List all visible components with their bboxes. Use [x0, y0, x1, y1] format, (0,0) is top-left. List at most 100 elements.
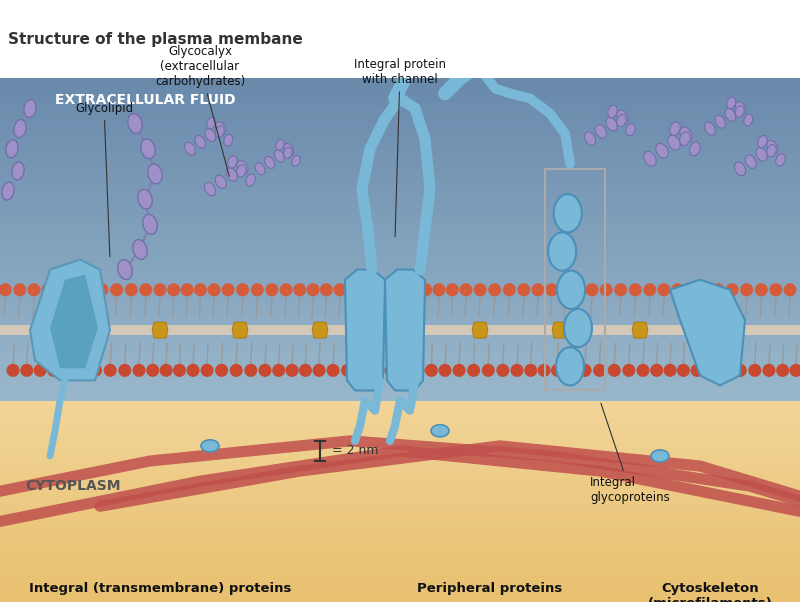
Circle shape [467, 364, 480, 377]
Ellipse shape [608, 105, 618, 117]
Polygon shape [0, 598, 800, 602]
Circle shape [690, 364, 703, 377]
Ellipse shape [617, 114, 626, 127]
Polygon shape [0, 388, 800, 391]
Polygon shape [0, 204, 800, 207]
Polygon shape [0, 159, 800, 162]
Polygon shape [0, 349, 800, 352]
Polygon shape [0, 326, 800, 330]
Polygon shape [0, 579, 800, 582]
Polygon shape [0, 310, 800, 314]
Text: Integral (transmembrane) proteins: Integral (transmembrane) proteins [29, 582, 291, 595]
Ellipse shape [284, 147, 292, 158]
Polygon shape [0, 352, 800, 355]
Ellipse shape [644, 151, 656, 166]
Ellipse shape [556, 347, 584, 385]
Circle shape [139, 283, 152, 296]
Ellipse shape [224, 134, 233, 146]
Circle shape [377, 283, 390, 296]
Circle shape [770, 283, 782, 296]
Circle shape [61, 364, 74, 377]
Polygon shape [0, 126, 800, 130]
Polygon shape [0, 532, 800, 535]
Text: Cytoskeleton
(microfilaments): Cytoskeleton (microfilaments) [648, 582, 772, 602]
Ellipse shape [617, 110, 628, 123]
Circle shape [20, 364, 34, 377]
Polygon shape [0, 575, 800, 579]
Polygon shape [0, 565, 800, 568]
Polygon shape [670, 280, 745, 385]
Ellipse shape [118, 259, 132, 279]
Circle shape [160, 364, 173, 377]
Polygon shape [0, 259, 800, 262]
Circle shape [250, 283, 264, 296]
Ellipse shape [265, 157, 274, 169]
Ellipse shape [228, 156, 238, 168]
Ellipse shape [276, 139, 284, 150]
Polygon shape [0, 427, 800, 431]
Ellipse shape [215, 122, 226, 135]
Ellipse shape [246, 174, 255, 186]
Circle shape [236, 283, 249, 296]
Polygon shape [0, 461, 800, 464]
Circle shape [207, 283, 221, 296]
Circle shape [186, 364, 199, 377]
Ellipse shape [735, 106, 744, 117]
Polygon shape [0, 391, 800, 394]
Polygon shape [385, 270, 425, 391]
Circle shape [167, 283, 180, 296]
Polygon shape [0, 104, 800, 107]
Ellipse shape [690, 142, 700, 155]
Circle shape [27, 283, 41, 296]
Circle shape [215, 364, 228, 377]
Polygon shape [0, 117, 800, 120]
Polygon shape [0, 194, 800, 197]
Ellipse shape [133, 240, 147, 259]
Polygon shape [0, 152, 800, 155]
Polygon shape [0, 185, 800, 188]
Ellipse shape [24, 99, 36, 117]
Polygon shape [0, 133, 800, 136]
Polygon shape [0, 178, 800, 181]
Circle shape [755, 283, 768, 296]
Polygon shape [0, 123, 800, 126]
Polygon shape [0, 300, 800, 304]
Text: Glycolipid: Glycolipid [75, 102, 133, 257]
Circle shape [419, 283, 432, 296]
Polygon shape [0, 107, 800, 111]
Polygon shape [0, 542, 800, 545]
Circle shape [650, 364, 663, 377]
Circle shape [110, 283, 123, 296]
Polygon shape [0, 155, 800, 159]
Polygon shape [0, 101, 800, 104]
Polygon shape [0, 200, 800, 204]
Polygon shape [0, 468, 800, 471]
Circle shape [783, 283, 797, 296]
Circle shape [734, 364, 746, 377]
Polygon shape [0, 555, 800, 559]
Polygon shape [0, 359, 800, 362]
Polygon shape [0, 343, 800, 346]
Text: Structure of the plasma membane: Structure of the plasma membane [8, 32, 302, 46]
Ellipse shape [758, 135, 767, 148]
Circle shape [47, 364, 60, 377]
Ellipse shape [680, 127, 692, 142]
Polygon shape [0, 252, 800, 255]
Polygon shape [0, 255, 800, 259]
Ellipse shape [585, 132, 595, 146]
Polygon shape [0, 88, 800, 91]
Polygon shape [0, 488, 800, 491]
Polygon shape [0, 317, 800, 320]
Polygon shape [0, 385, 800, 388]
Polygon shape [0, 95, 800, 98]
Polygon shape [0, 120, 800, 123]
Polygon shape [0, 169, 800, 172]
Circle shape [42, 283, 54, 296]
Circle shape [453, 364, 466, 377]
Circle shape [326, 364, 339, 377]
Circle shape [356, 364, 369, 377]
Circle shape [643, 283, 656, 296]
Bar [545, 169, 605, 391]
Polygon shape [0, 288, 800, 291]
Circle shape [518, 283, 530, 296]
